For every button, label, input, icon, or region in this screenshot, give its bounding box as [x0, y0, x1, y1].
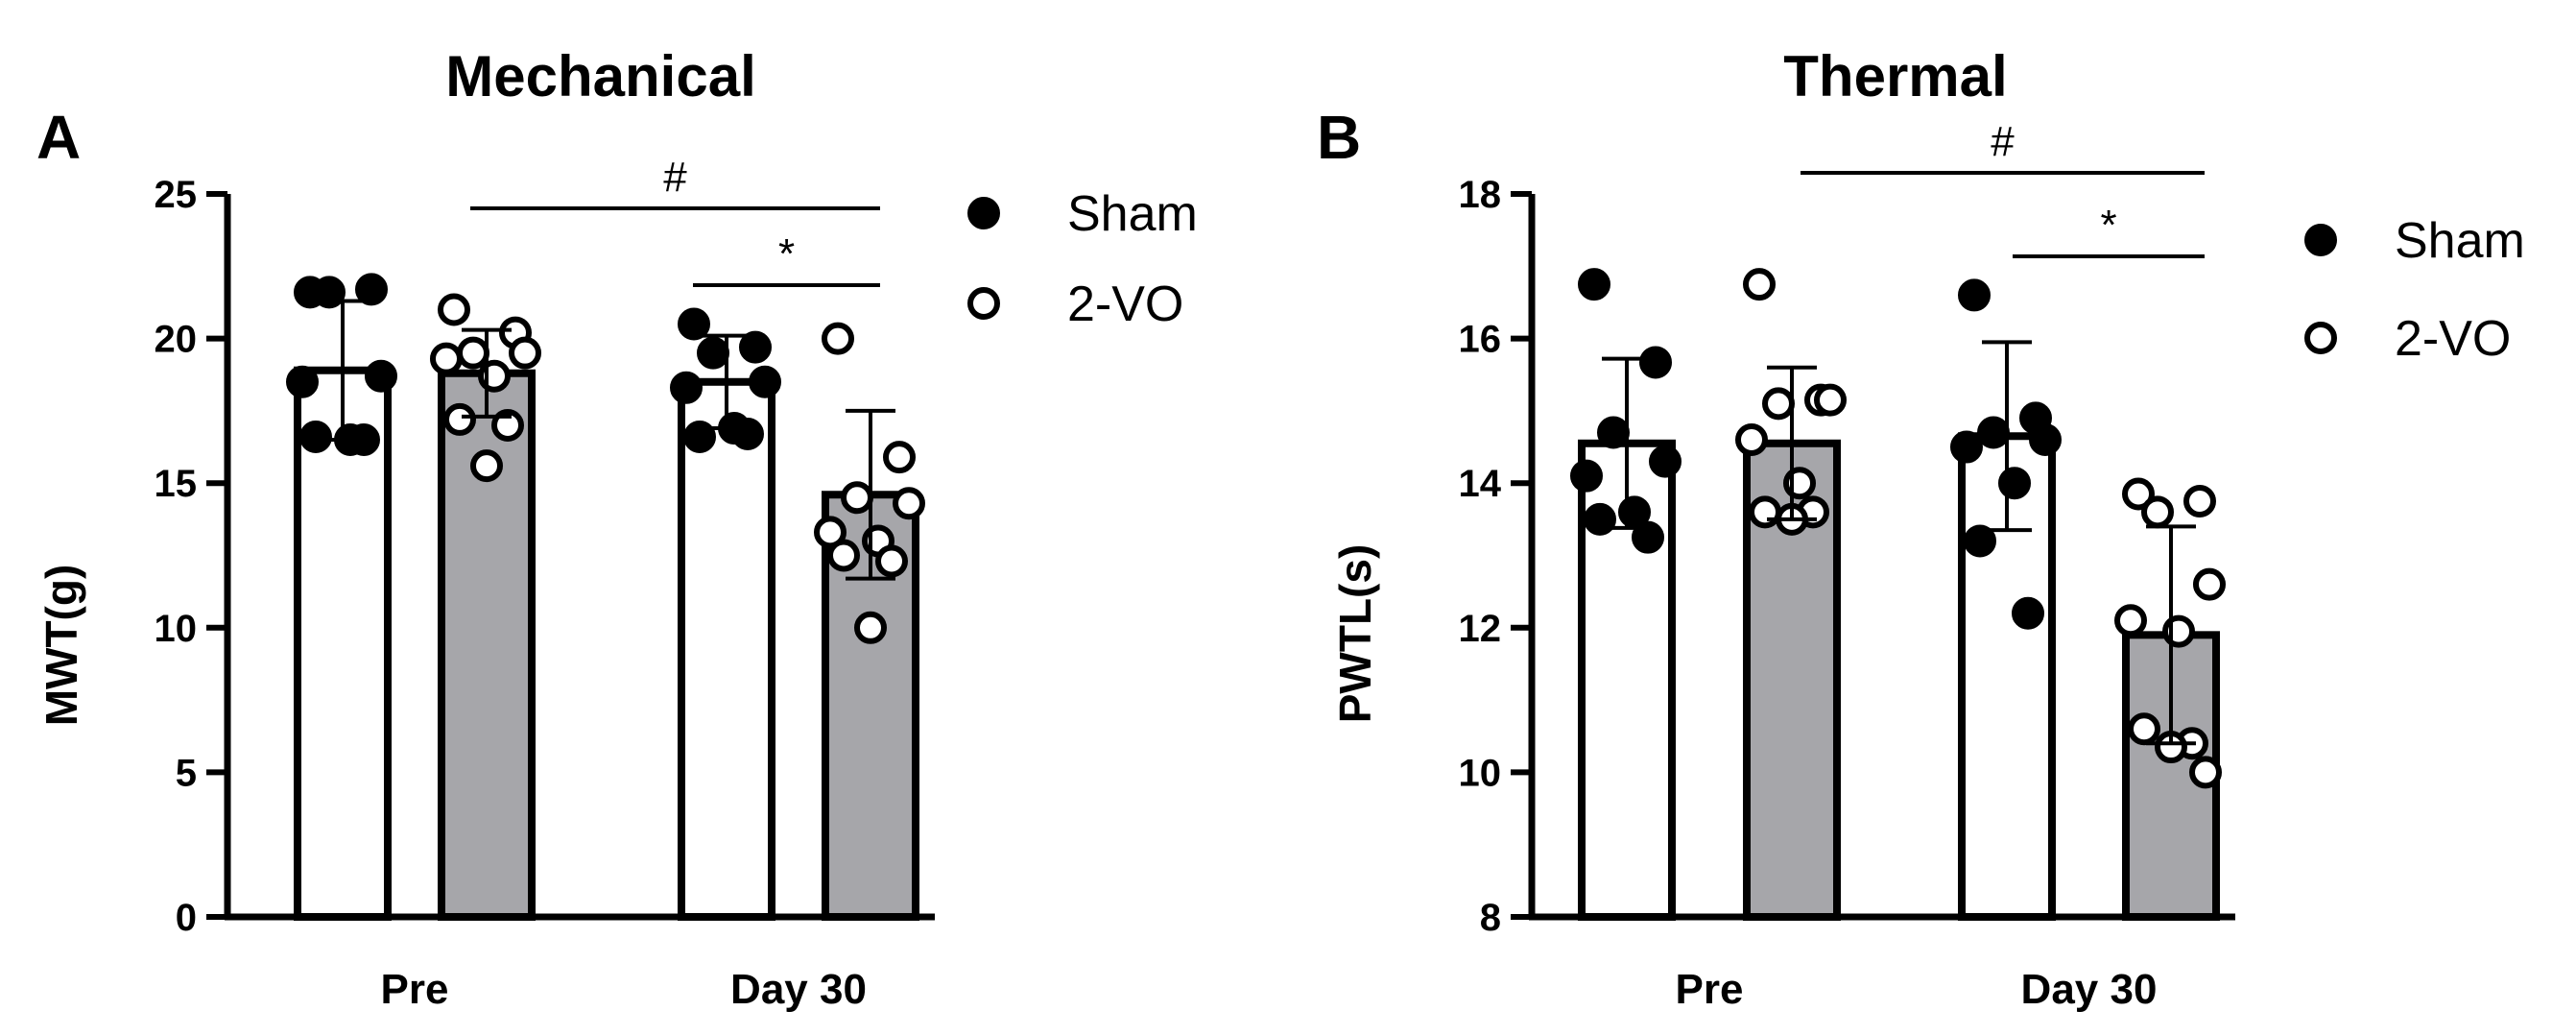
data-point-sham	[1570, 459, 1603, 493]
data-point-sham	[1958, 278, 1991, 312]
significance-label: *	[778, 230, 795, 277]
data-point-sham	[355, 273, 388, 306]
data-point-2vo	[470, 449, 503, 483]
legend-b: Sham 2-VO	[2304, 213, 2525, 367]
data-point-sham	[739, 330, 772, 364]
data-point-2vo	[1749, 495, 1781, 529]
data-point-sham	[365, 359, 397, 393]
legend-label-2vo: 2-VO	[2395, 311, 2511, 367]
data-point-2vo	[2183, 485, 2216, 518]
y-axis-label-a: MWT(g)	[36, 565, 86, 727]
legend-label-2vo: 2-VO	[1067, 277, 1183, 332]
y-tick-label: 10	[155, 608, 198, 650]
panel-letter-a: A	[36, 103, 81, 172]
significance-label: #	[1991, 118, 2015, 165]
y-axis-label-b: PWTL(s)	[1330, 544, 1380, 724]
data-point-2vo	[430, 342, 463, 375]
data-point-sham	[2029, 423, 2062, 457]
significance-label: *	[2100, 202, 2116, 249]
significance-label: #	[663, 154, 687, 201]
y-tick-label: 5	[176, 752, 197, 794]
y-tick-label: 18	[1459, 174, 1502, 216]
data-point-sham	[286, 365, 319, 398]
y-tick-label: 25	[155, 174, 198, 216]
data-point-2vo	[457, 336, 489, 370]
data-point-2vo	[1735, 423, 1768, 457]
data-point-2vo	[814, 516, 847, 549]
data-point-sham	[697, 336, 729, 370]
data-point-2vo	[893, 487, 925, 520]
legend-a: Sham 2-VO	[967, 186, 1198, 332]
data-point-2vo	[883, 441, 916, 474]
data-point-2vo	[1814, 383, 1847, 417]
data-point-sham	[749, 365, 781, 398]
legend-marker-2vo	[2304, 322, 2337, 354]
data-point-sham	[1578, 268, 1610, 301]
legend-label-sham: Sham	[2395, 213, 2525, 269]
data-point-sham	[1639, 346, 1672, 379]
x-tick-label: Day 30	[2021, 966, 2158, 1013]
data-point-2vo	[509, 336, 541, 370]
data-point-2vo	[2193, 567, 2226, 601]
x-tick-label: Pre	[1676, 966, 1744, 1013]
data-point-sham	[1632, 520, 1664, 554]
data-point-sham	[2012, 596, 2044, 630]
y-tick-label: 16	[1459, 319, 1502, 361]
x-tick-label: Day 30	[730, 966, 867, 1013]
data-point-sham	[670, 371, 703, 404]
data-point-sham	[678, 307, 710, 341]
y-tick-label: 8	[1480, 897, 1501, 939]
data-point-2vo	[1762, 387, 1795, 421]
legend-label-sham: Sham	[1067, 186, 1198, 242]
y-tick-label: 15	[155, 463, 198, 505]
data-point-2vo	[2114, 604, 2147, 638]
data-point-2vo	[2141, 495, 2174, 529]
legend-marker-2vo	[967, 287, 1000, 320]
data-point-2vo	[854, 611, 887, 644]
data-point-2vo	[438, 293, 470, 326]
y-tick-label: 0	[176, 897, 197, 939]
data-point-2vo	[2189, 756, 2222, 789]
plot-area-b: 8 10 12 14 16 18 Pre Day 30 # *	[1459, 118, 2235, 1013]
chart-panel-a: A Mechanical MWT(g) 0 5 10 15 20 25 Pre Day 30 #…	[36, 44, 935, 1013]
data-point-2vo	[1743, 268, 1776, 301]
x-tick-label: Pre	[381, 966, 449, 1013]
data-point-sham	[1649, 445, 1682, 478]
legend-marker-sham	[2304, 224, 2337, 256]
chart-title-b: Thermal	[1783, 44, 2007, 108]
data-point-sham	[731, 417, 764, 450]
data-point-2vo	[822, 322, 854, 355]
data-point-2vo	[2122, 477, 2155, 511]
data-point-2vo	[841, 481, 873, 515]
data-point-sham	[683, 421, 716, 454]
data-point-2vo	[443, 402, 476, 436]
data-point-sham	[1597, 416, 1630, 449]
y-tick-label: 14	[1459, 463, 1502, 505]
data-point-sham	[1964, 524, 1996, 558]
data-point-sham	[1950, 430, 1983, 464]
y-tick-label: 12	[1459, 608, 1502, 650]
legend-marker-sham	[967, 197, 1000, 229]
y-tick-label: 10	[1459, 752, 1502, 794]
data-point-sham	[299, 421, 332, 454]
data-point-2vo	[2128, 712, 2160, 746]
data-point-sham	[313, 276, 346, 309]
data-point-sham	[1584, 502, 1616, 536]
data-point-2vo	[875, 544, 908, 578]
bar-sham-day30	[678, 377, 775, 921]
data-point-2vo	[491, 408, 524, 442]
chart-panel-b: B Thermal PWTL(s) 8 10 12 14 16 18 Pre Day 30 # *	[1317, 44, 2235, 1013]
data-point-2vo	[827, 539, 860, 572]
chart-title-a: Mechanical	[445, 44, 755, 108]
plot-area-a: 0 5 10 15 20 25 Pre Day 30 # *	[155, 154, 935, 1013]
panel-letter-b: B	[1317, 103, 1361, 172]
data-point-sham	[1977, 416, 2010, 449]
y-tick-label: 20	[155, 319, 198, 361]
